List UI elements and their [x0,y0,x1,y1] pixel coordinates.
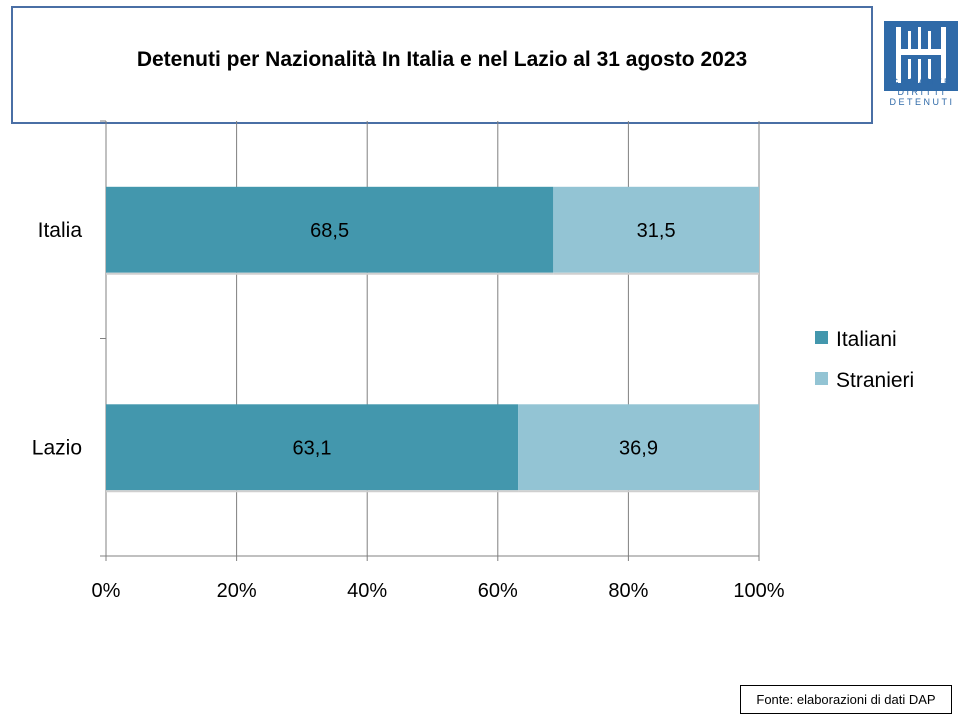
bar-italiani [106,186,554,273]
data-label: 36,9 [619,437,658,459]
y-category-label: Italia [38,219,83,242]
source-note: Fonte: elaborazioni di dati DAP [740,685,952,714]
logo-line-3: DETENUTI [889,97,955,107]
data-label: 68,5 [310,220,349,242]
legend-swatch [815,331,828,344]
y-category-label: Lazio [32,436,82,459]
x-tick-label: 20% [217,580,257,602]
data-label: 31,5 [637,220,676,242]
bar-stranieri [518,404,759,491]
title-box: Detenuti per Nazionalità In Italia e nel… [11,6,873,124]
legend-swatch [815,372,828,385]
x-tick-label: 100% [733,580,784,602]
data-label: 63,1 [293,437,332,459]
x-tick-label: 40% [347,580,387,602]
x-tick-label: 60% [478,580,518,602]
legend-label: Stranieri [836,369,914,392]
bar-stranieri [553,186,759,273]
bar-italiani [106,404,519,491]
legend-label: Italiani [836,328,897,351]
garante-logo-icon [884,21,958,91]
logo-line-2: DIRITTI [897,87,947,97]
x-tick-label: 80% [608,580,648,602]
logo-line-1: GARANTE [891,77,953,87]
chart-title: Detenuti per Nazionalità In Italia e nel… [136,48,748,71]
x-tick-label: 0% [92,580,121,602]
